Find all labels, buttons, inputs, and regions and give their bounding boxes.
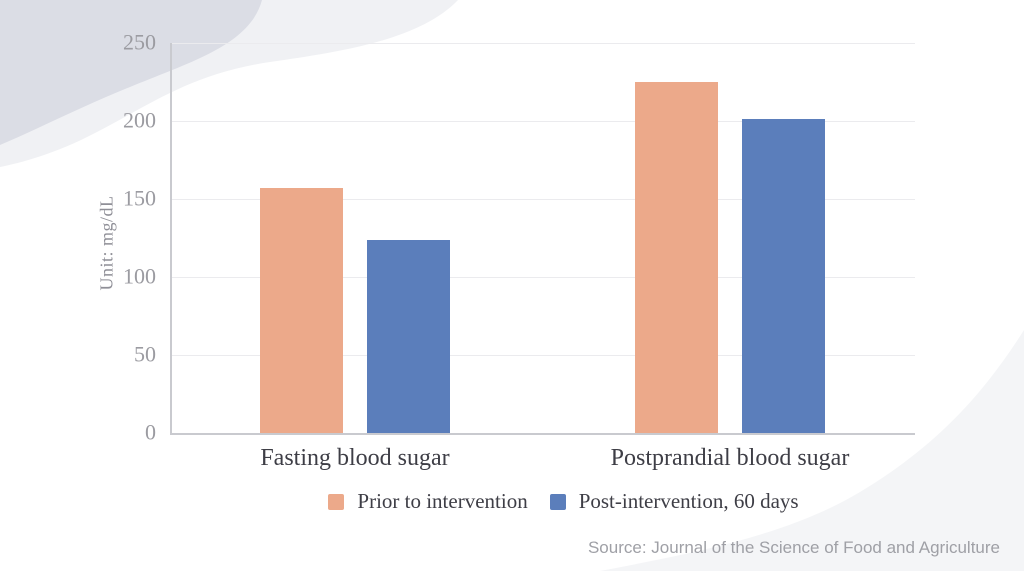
bar-post-postprandial [742, 119, 825, 433]
bar-prior-postprandial [635, 82, 718, 433]
gridline-100 [172, 277, 915, 278]
y-tick-label-50: 50 [134, 341, 156, 367]
legend-item-post: Post-intervention, 60 days [549, 489, 799, 514]
bar-post-fasting [367, 239, 450, 433]
legend-item-prior: Prior to intervention [328, 489, 528, 514]
category-label-fasting: Fasting blood sugar [260, 445, 450, 471]
legend-label-prior: Prior to intervention [357, 489, 528, 513]
gridline-250 [172, 43, 915, 44]
category-label-postprandial: Postprandial blood sugar [610, 445, 850, 471]
y-tick-label-150: 150 [123, 185, 156, 211]
decor-blob-top-left-dark [0, 0, 262, 145]
y-tick-label-250: 250 [123, 29, 156, 55]
y-axis-ticks: 0 50 100 150 200 250 [0, 31, 156, 443]
legend: Prior to intervention Post-intervention, … [192, 489, 935, 514]
legend-swatch-post [549, 493, 566, 510]
y-tick-label-0: 0 [145, 419, 156, 445]
source-text: Source: Journal of the Science of Food a… [587, 538, 1000, 557]
y-tick-label-100: 100 [123, 263, 156, 289]
gridline-150 [172, 199, 915, 200]
bar-prior-fasting [260, 188, 343, 433]
legend-swatch-prior [328, 493, 345, 510]
gridline-200 [172, 121, 915, 122]
gridline-50 [172, 355, 915, 356]
legend-label-post: Post-intervention, 60 days [578, 489, 799, 513]
plot-area [170, 43, 915, 435]
decor-blob-bottom-right [600, 330, 1024, 571]
y-tick-label-200: 200 [123, 107, 156, 133]
